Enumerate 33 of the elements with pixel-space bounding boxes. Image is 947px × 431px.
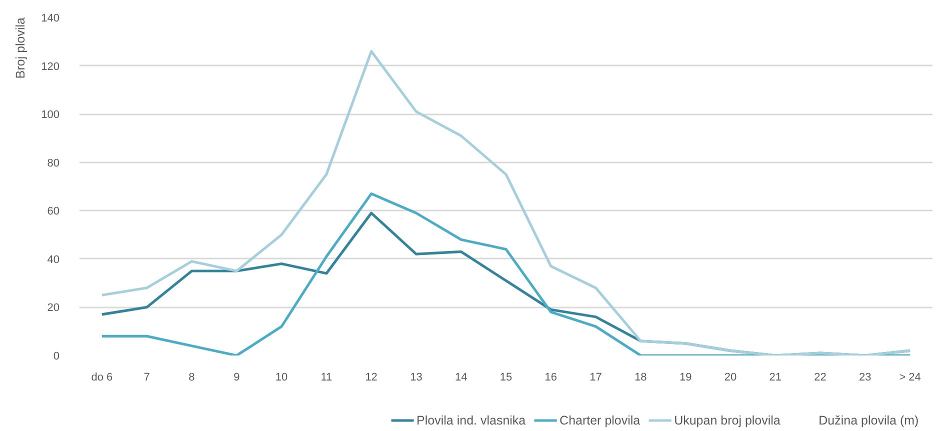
y-tick-label: 60 bbox=[47, 206, 60, 218]
x-tick-label: 7 bbox=[144, 372, 150, 384]
y-tick-label: 80 bbox=[47, 157, 60, 170]
x-tick-label: 8 bbox=[188, 372, 195, 384]
x-tick-label: 21 bbox=[769, 372, 782, 384]
y-tick-label: 0 bbox=[53, 350, 60, 362]
y-tick-label: 100 bbox=[41, 109, 60, 122]
y-tick-label: 20 bbox=[47, 302, 60, 314]
x-tick-label: 20 bbox=[724, 372, 737, 384]
legend-label: Ukupan broj plovila bbox=[674, 414, 780, 428]
x-tick-label: 16 bbox=[544, 372, 558, 384]
x-tick-label: 23 bbox=[859, 372, 872, 384]
legend-label: Plovila ind. vlasnika bbox=[416, 414, 526, 428]
x-tick-label: 9 bbox=[234, 372, 240, 384]
x-axis-title: Dužina plovila (m) bbox=[818, 414, 919, 428]
y-tick-label: 40 bbox=[47, 254, 60, 266]
legend-label: Charter plovila bbox=[560, 414, 640, 428]
line-series bbox=[100, 50, 912, 356]
x-tick-label: 10 bbox=[275, 372, 288, 384]
x-tick-label: 17 bbox=[590, 372, 602, 384]
x-tick-label: 12 bbox=[365, 372, 378, 384]
y-tick-label: 120 bbox=[41, 60, 60, 73]
x-tick-label: 18 bbox=[634, 372, 647, 384]
x-tick-label: do 6 bbox=[91, 372, 113, 384]
x-tick-label: > 24 bbox=[899, 372, 921, 384]
x-tick-label: 19 bbox=[679, 372, 692, 384]
y-axis-title: Broj plovila bbox=[14, 17, 28, 79]
x-tick-label: 11 bbox=[320, 372, 332, 384]
x-tick-label: 13 bbox=[410, 372, 422, 384]
x-tick-label: 15 bbox=[500, 372, 512, 384]
y-tick-label: 140 bbox=[41, 12, 60, 24]
x-tick-label: 22 bbox=[814, 372, 826, 384]
x-tick-label: 14 bbox=[454, 372, 468, 384]
